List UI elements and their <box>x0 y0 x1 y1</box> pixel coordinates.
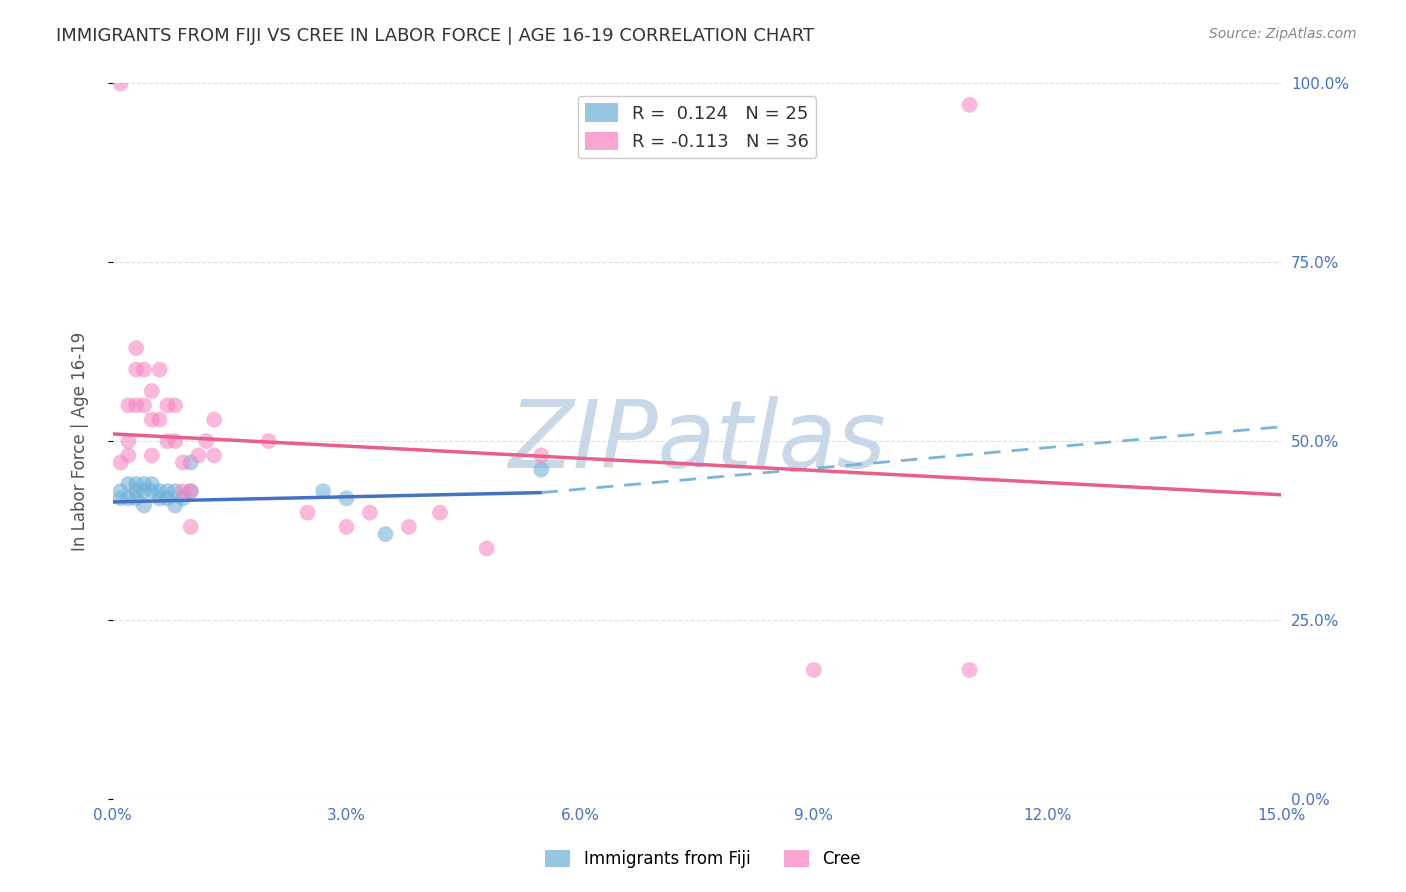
Point <box>148 491 170 506</box>
Point <box>110 491 132 506</box>
Point <box>141 477 163 491</box>
Point <box>429 506 451 520</box>
Point <box>165 499 187 513</box>
Point <box>257 434 280 449</box>
Point <box>117 398 139 412</box>
Point <box>125 398 148 412</box>
Point <box>165 434 187 449</box>
Point <box>132 398 155 412</box>
Text: IMMIGRANTS FROM FIJI VS CREE IN LABOR FORCE | AGE 16-19 CORRELATION CHART: IMMIGRANTS FROM FIJI VS CREE IN LABOR FO… <box>56 27 814 45</box>
Point <box>959 663 981 677</box>
Point <box>132 484 155 499</box>
Point <box>165 484 187 499</box>
Point <box>148 412 170 426</box>
Point <box>202 412 225 426</box>
Point <box>180 484 202 499</box>
Point <box>959 98 981 112</box>
Point <box>117 477 139 491</box>
Text: Source: ZipAtlas.com: Source: ZipAtlas.com <box>1209 27 1357 41</box>
Point <box>172 484 194 499</box>
Point <box>803 663 825 677</box>
Point <box>141 412 163 426</box>
Point <box>132 499 155 513</box>
Point <box>202 449 225 463</box>
Point <box>172 456 194 470</box>
Point <box>180 456 202 470</box>
Point <box>195 434 218 449</box>
Point <box>117 434 139 449</box>
Point <box>148 362 170 376</box>
Point <box>335 491 357 506</box>
Point <box>180 484 202 499</box>
Point <box>312 484 335 499</box>
Point <box>110 484 132 499</box>
Point <box>141 449 163 463</box>
Y-axis label: In Labor Force | Age 16-19: In Labor Force | Age 16-19 <box>72 332 89 550</box>
Point <box>132 362 155 376</box>
Point <box>141 384 163 398</box>
Point <box>125 477 148 491</box>
Point <box>475 541 498 556</box>
Point <box>125 341 148 355</box>
Point <box>165 398 187 412</box>
Point <box>156 434 179 449</box>
Point <box>359 506 381 520</box>
Point <box>156 398 179 412</box>
Point <box>297 506 319 520</box>
Point <box>125 484 148 499</box>
Point <box>335 520 357 534</box>
Point <box>187 449 209 463</box>
Point <box>110 456 132 470</box>
Point <box>530 463 553 477</box>
Legend: Immigrants from Fiji, Cree: Immigrants from Fiji, Cree <box>538 843 868 875</box>
Point <box>180 520 202 534</box>
Point <box>132 477 155 491</box>
Point <box>148 484 170 499</box>
Point <box>374 527 396 541</box>
Point <box>117 491 139 506</box>
Point <box>172 491 194 506</box>
Point <box>125 362 148 376</box>
Point <box>110 77 132 91</box>
Point <box>141 484 163 499</box>
Point <box>156 484 179 499</box>
Point <box>156 491 179 506</box>
Text: ZIPatlas: ZIPatlas <box>508 395 886 487</box>
Point <box>530 449 553 463</box>
Point <box>117 449 139 463</box>
Legend: R =  0.124   N = 25, R = -0.113   N = 36: R = 0.124 N = 25, R = -0.113 N = 36 <box>578 96 815 158</box>
Point <box>398 520 420 534</box>
Point <box>125 491 148 506</box>
